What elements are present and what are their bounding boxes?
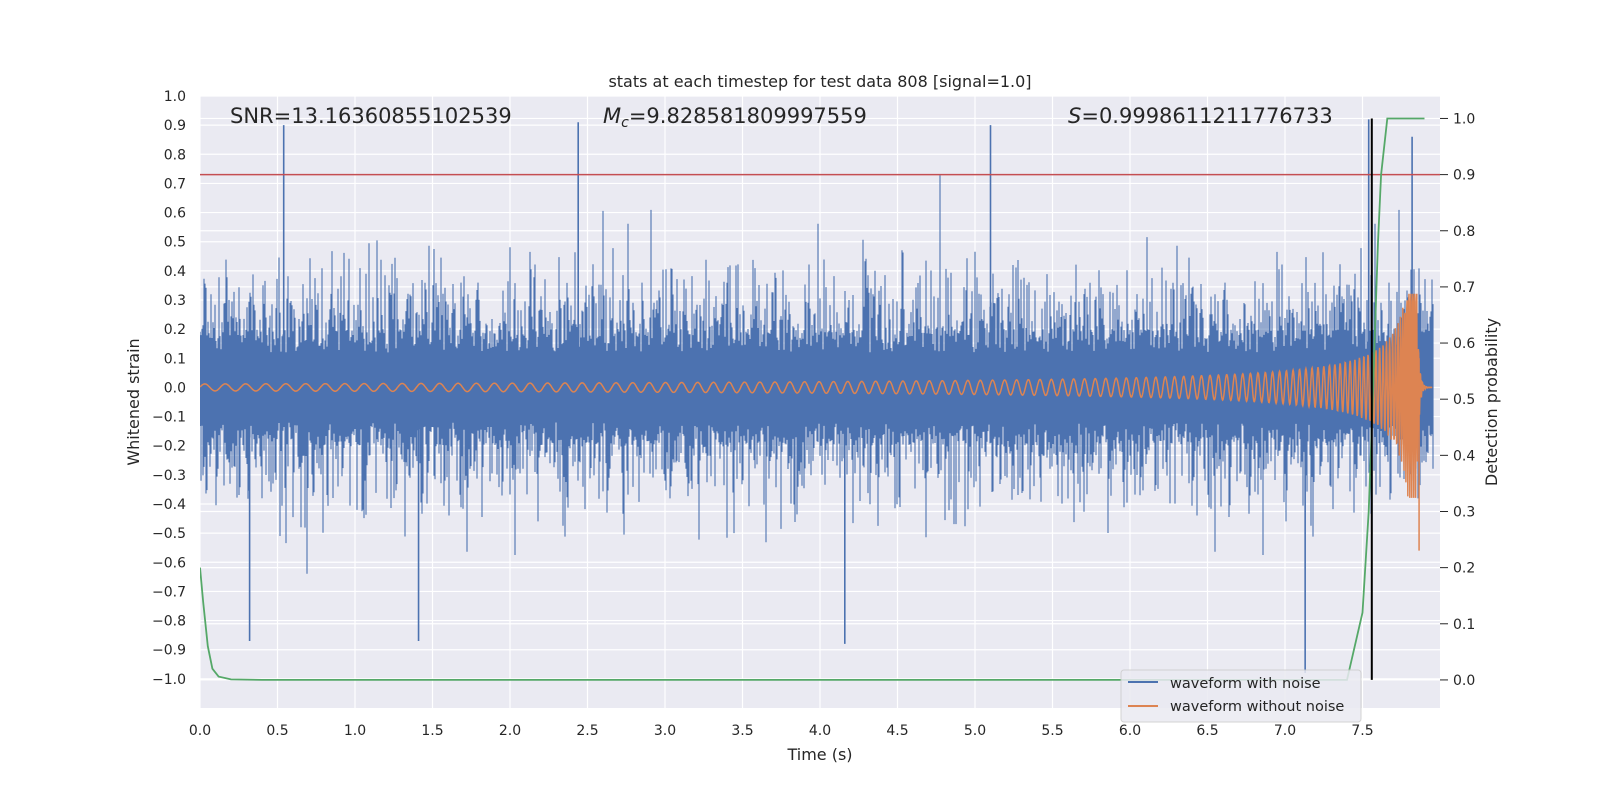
x-tick-label: 4.5 bbox=[886, 723, 908, 739]
x-tick-label: 7.0 bbox=[1274, 723, 1296, 739]
detection-probability-line bbox=[200, 117, 1425, 681]
y-tick-label: 0.0 bbox=[164, 380, 186, 396]
x-tick-label: 2.0 bbox=[499, 723, 521, 739]
x-tick-label: 1.0 bbox=[344, 723, 366, 739]
x-tick-label: 4.0 bbox=[809, 723, 831, 739]
legend: waveform with noise waveform without noi… bbox=[1120, 669, 1362, 723]
y2-tick-label: 0.7 bbox=[1453, 280, 1475, 296]
x-tick-label: 7.5 bbox=[1351, 723, 1373, 739]
y2-tick-label: 0.0 bbox=[1453, 673, 1475, 689]
chirp-trace bbox=[200, 293, 1432, 498]
y2-tick-label: 0.4 bbox=[1453, 448, 1475, 464]
snr-annotation: SNR=13.16360855102539 bbox=[230, 104, 512, 128]
x-tick-label: 5.5 bbox=[1041, 723, 1063, 739]
x-tick-label: 3.0 bbox=[654, 723, 676, 739]
y2-axis-label: Detection probability bbox=[1482, 318, 1501, 486]
y-tick-label: 0.4 bbox=[164, 264, 186, 280]
x-tick-label: 0.0 bbox=[189, 723, 211, 739]
y-tick-label: 0.3 bbox=[164, 293, 186, 309]
y-tick-label: 0.2 bbox=[164, 322, 186, 338]
y-tick-label: −0.3 bbox=[152, 468, 186, 484]
legend-noise-label: waveform with noise bbox=[1170, 676, 1321, 692]
y-tick-label: 1.0 bbox=[164, 89, 186, 105]
legend-box bbox=[1120, 669, 1362, 723]
noise-series bbox=[200, 119, 1434, 674]
y-tick-label: 0.8 bbox=[164, 147, 186, 163]
y-tick-label: −0.4 bbox=[152, 497, 186, 513]
ticks: 0.0 0.5 1.0 1.5 2.0 2.5 3.0 3.5 4.0 4.5 5.0 5.5 6.0 6… bbox=[152, 89, 1475, 739]
y-tick-label: 0.7 bbox=[164, 176, 186, 192]
y-tick-label: −0.2 bbox=[152, 439, 186, 455]
y-tick-label: 0.6 bbox=[164, 206, 186, 222]
x-tick-label: 0.5 bbox=[266, 723, 288, 739]
y2-tick-label: 0.8 bbox=[1453, 224, 1475, 240]
y-tick-label: 0.5 bbox=[164, 235, 186, 251]
y-tick-label: −0.8 bbox=[152, 614, 186, 630]
x-tick-label: 2.5 bbox=[576, 723, 598, 739]
legend-chirp-label: waveform without noise bbox=[1170, 699, 1344, 715]
y-tick-label: −0.1 bbox=[152, 410, 186, 426]
y-tick-label: 0.1 bbox=[164, 351, 186, 367]
y-tick-label: −0.7 bbox=[152, 584, 186, 600]
chirp-mass-annotation: Mc=9.828581809997559 bbox=[603, 104, 867, 131]
x-tick-label: 1.5 bbox=[421, 723, 443, 739]
chirp-series bbox=[200, 293, 1433, 551]
x-tick-label: 6.0 bbox=[1119, 723, 1141, 739]
score-annotation: S=0.9998611211776733 bbox=[1068, 104, 1333, 128]
y-axis-label: Whitened strain bbox=[124, 338, 143, 465]
y2-tick-label: 0.9 bbox=[1453, 168, 1475, 184]
y2-tick-label: 0.2 bbox=[1453, 561, 1475, 577]
x-axis-label: Time (s) bbox=[786, 745, 852, 764]
overlay-lines bbox=[200, 117, 1440, 681]
y-tick-label: 0.9 bbox=[164, 118, 186, 134]
y2-tick-label: 1.0 bbox=[1453, 111, 1475, 127]
y-tick-label: −0.5 bbox=[152, 526, 186, 542]
x-tick-label: 6.5 bbox=[1196, 723, 1218, 739]
y2-tick-label: 0.6 bbox=[1453, 336, 1475, 352]
x-tick-label: 5.0 bbox=[964, 723, 986, 739]
y-tick-label: −0.6 bbox=[152, 555, 186, 571]
y2-tick-label: 0.3 bbox=[1453, 504, 1475, 520]
y-tick-label: −0.9 bbox=[152, 643, 186, 659]
chart-title: stats at each timestep for test data 808… bbox=[608, 72, 1031, 91]
x-tick-label: 3.5 bbox=[731, 723, 753, 739]
y2-tick-label: 0.5 bbox=[1453, 392, 1475, 408]
y-tick-label: −1.0 bbox=[152, 672, 186, 688]
y2-tick-label: 0.1 bbox=[1453, 617, 1475, 633]
